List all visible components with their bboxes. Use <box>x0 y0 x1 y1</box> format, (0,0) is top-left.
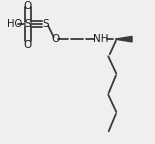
Text: NH: NH <box>93 34 108 44</box>
Text: O: O <box>23 1 32 11</box>
Text: O: O <box>23 40 32 50</box>
Text: O: O <box>52 34 60 44</box>
Text: S: S <box>24 19 31 29</box>
Text: S: S <box>43 19 49 29</box>
Text: HO: HO <box>7 19 22 29</box>
Polygon shape <box>116 36 132 42</box>
